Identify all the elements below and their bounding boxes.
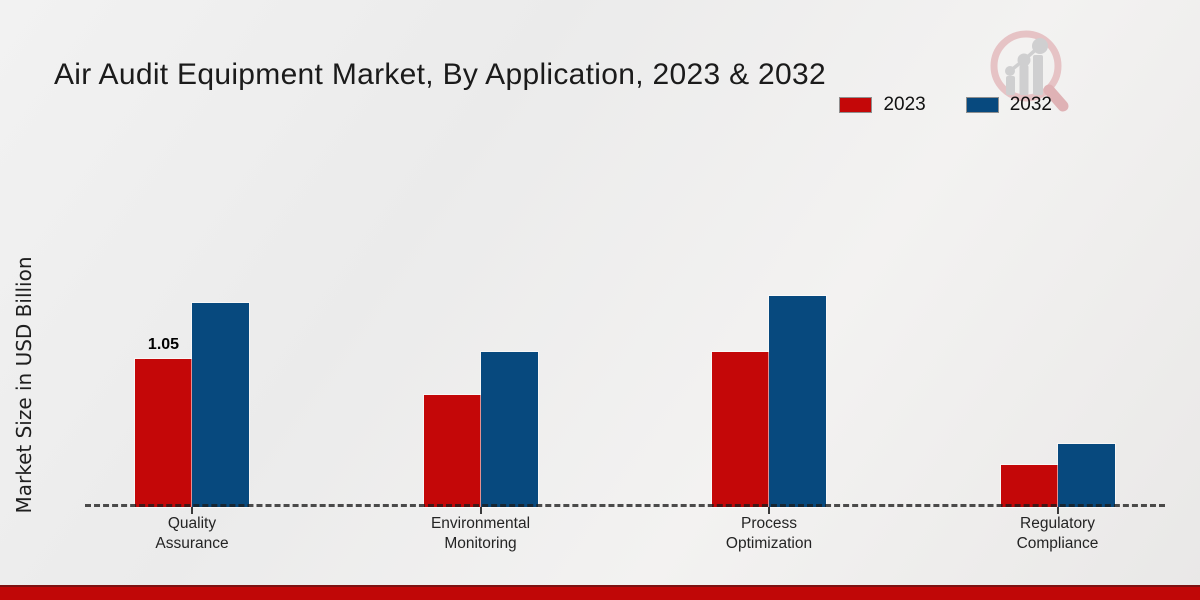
category-label-regulatory-compliance: Regulatory Compliance [1016,515,1099,552]
bar-2032-process-optimization [769,296,826,507]
bar-2023-process-optimization [712,352,769,507]
legend-swatch-2023 [839,97,873,113]
category-label-environmental-monitoring: Environmental Monitoring [430,515,531,552]
x-axis-tick-regulatory-compliance [1056,507,1059,514]
category-label-process-optimization: Process Optimization [725,515,813,552]
x-axis-tick-environmental-monitoring [479,507,482,514]
bar-2032-quality-assurance [192,303,249,507]
legend-label-2032: 2032 [1009,94,1052,115]
bar-2023-quality-assurance [135,359,192,507]
magnifier-growth-chart-watermark-icon [990,30,1069,112]
value-label-2023-quality-assurance: 1.05 [147,336,180,353]
legend: 2023 2032 [839,94,1052,116]
bar-2023-regulatory-compliance [1000,465,1058,507]
chart-title: Air Audit Equipment Market, By Applicati… [54,58,826,92]
legend-swatch-2032 [965,97,999,113]
x-axis-tick-process-optimization [768,507,770,514]
legend-item-2032: 2032 [965,94,1052,116]
legend-item-2023: 2023 [839,94,926,116]
legend-label-2023: 2023 [883,94,926,115]
bar-2032-regulatory-compliance [1057,444,1115,507]
bar-2032-environmental-monitoring [480,352,538,507]
footer-accent-stripe [0,585,1200,600]
x-axis-dashed-baseline [85,504,1165,507]
bar-2023-environmental-monitoring [423,395,481,507]
x-axis-tick-quality-assurance [191,507,193,514]
category-label-quality-assurance: Quality Assurance [155,515,229,552]
